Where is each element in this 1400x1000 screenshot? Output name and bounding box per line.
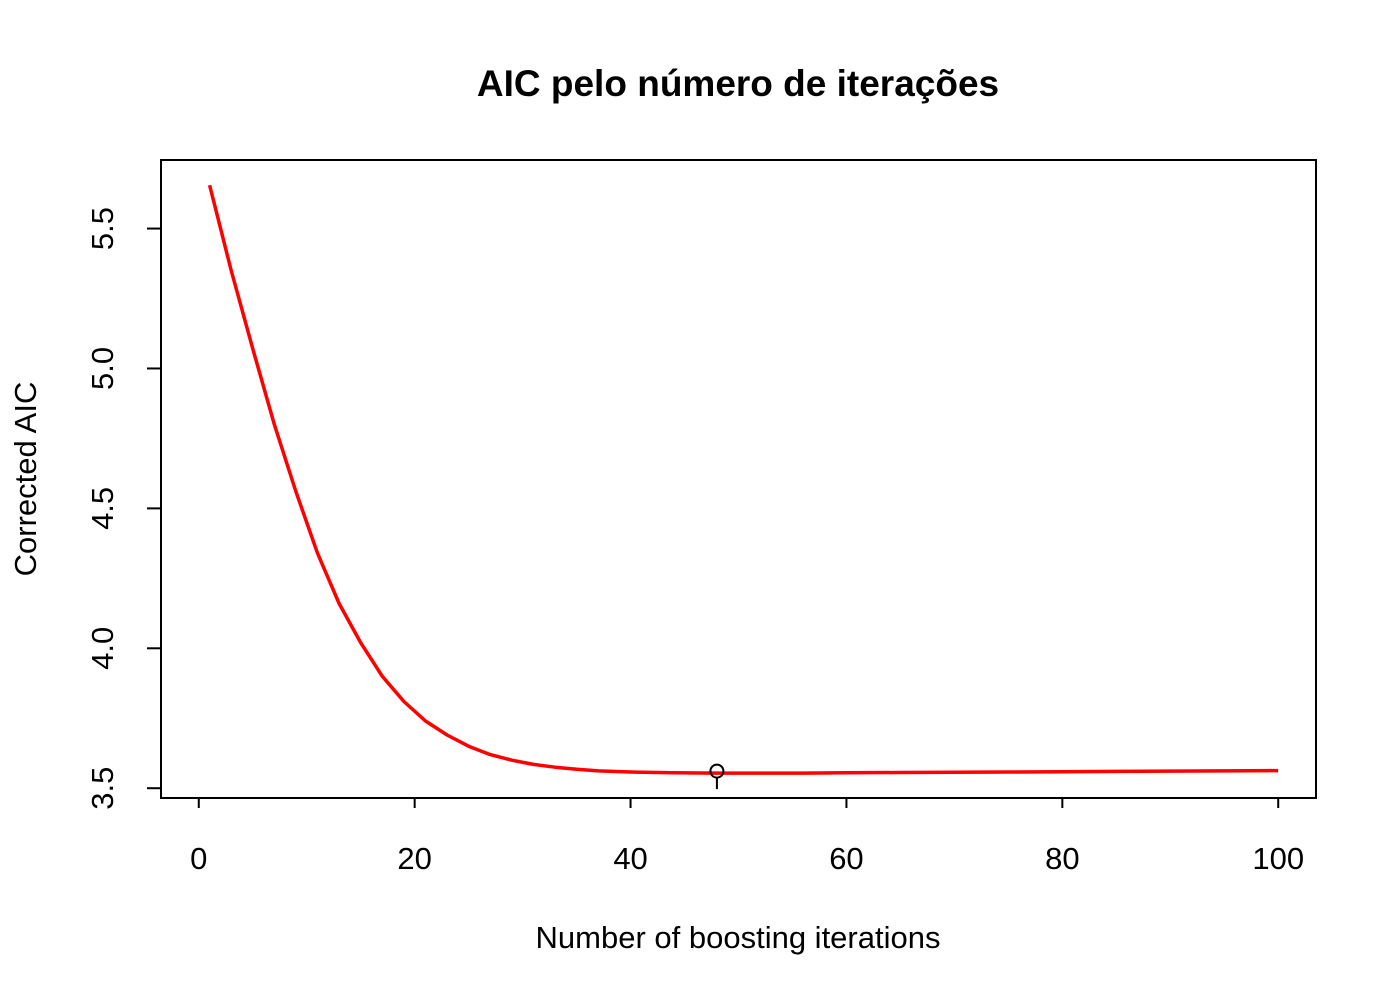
x-tick-label: 60: [829, 841, 863, 876]
x-axis: 0 20 40 60 80 100: [190, 797, 1304, 876]
chart-title: AIC pelo número de iterações: [477, 63, 999, 104]
series-line: [207, 184, 1279, 775]
x-tick-label: 20: [397, 841, 431, 876]
y-tick-label: 5.0: [85, 347, 120, 390]
minimum-marker: [709, 763, 725, 779]
y-tick-label: 4.0: [85, 627, 120, 670]
y-tick-label: 4.5: [85, 487, 120, 530]
x-tick-label: 40: [613, 841, 647, 876]
y-axis-label: Corrected AIC: [8, 382, 43, 577]
y-tick-label: 3.5: [85, 767, 120, 810]
plot-frame: [160, 159, 1317, 799]
x-axis-label: Number of boosting iterations: [536, 920, 941, 955]
x-tick-label: 80: [1045, 841, 1079, 876]
x-tick-label: 100: [1252, 841, 1304, 876]
y-axis: 3.5 4.0 4.5 5.0 5.5: [85, 207, 162, 810]
plot-area: [207, 184, 1279, 790]
x-tick-label: 0: [190, 841, 207, 876]
y-tick-label: 5.5: [85, 207, 120, 250]
